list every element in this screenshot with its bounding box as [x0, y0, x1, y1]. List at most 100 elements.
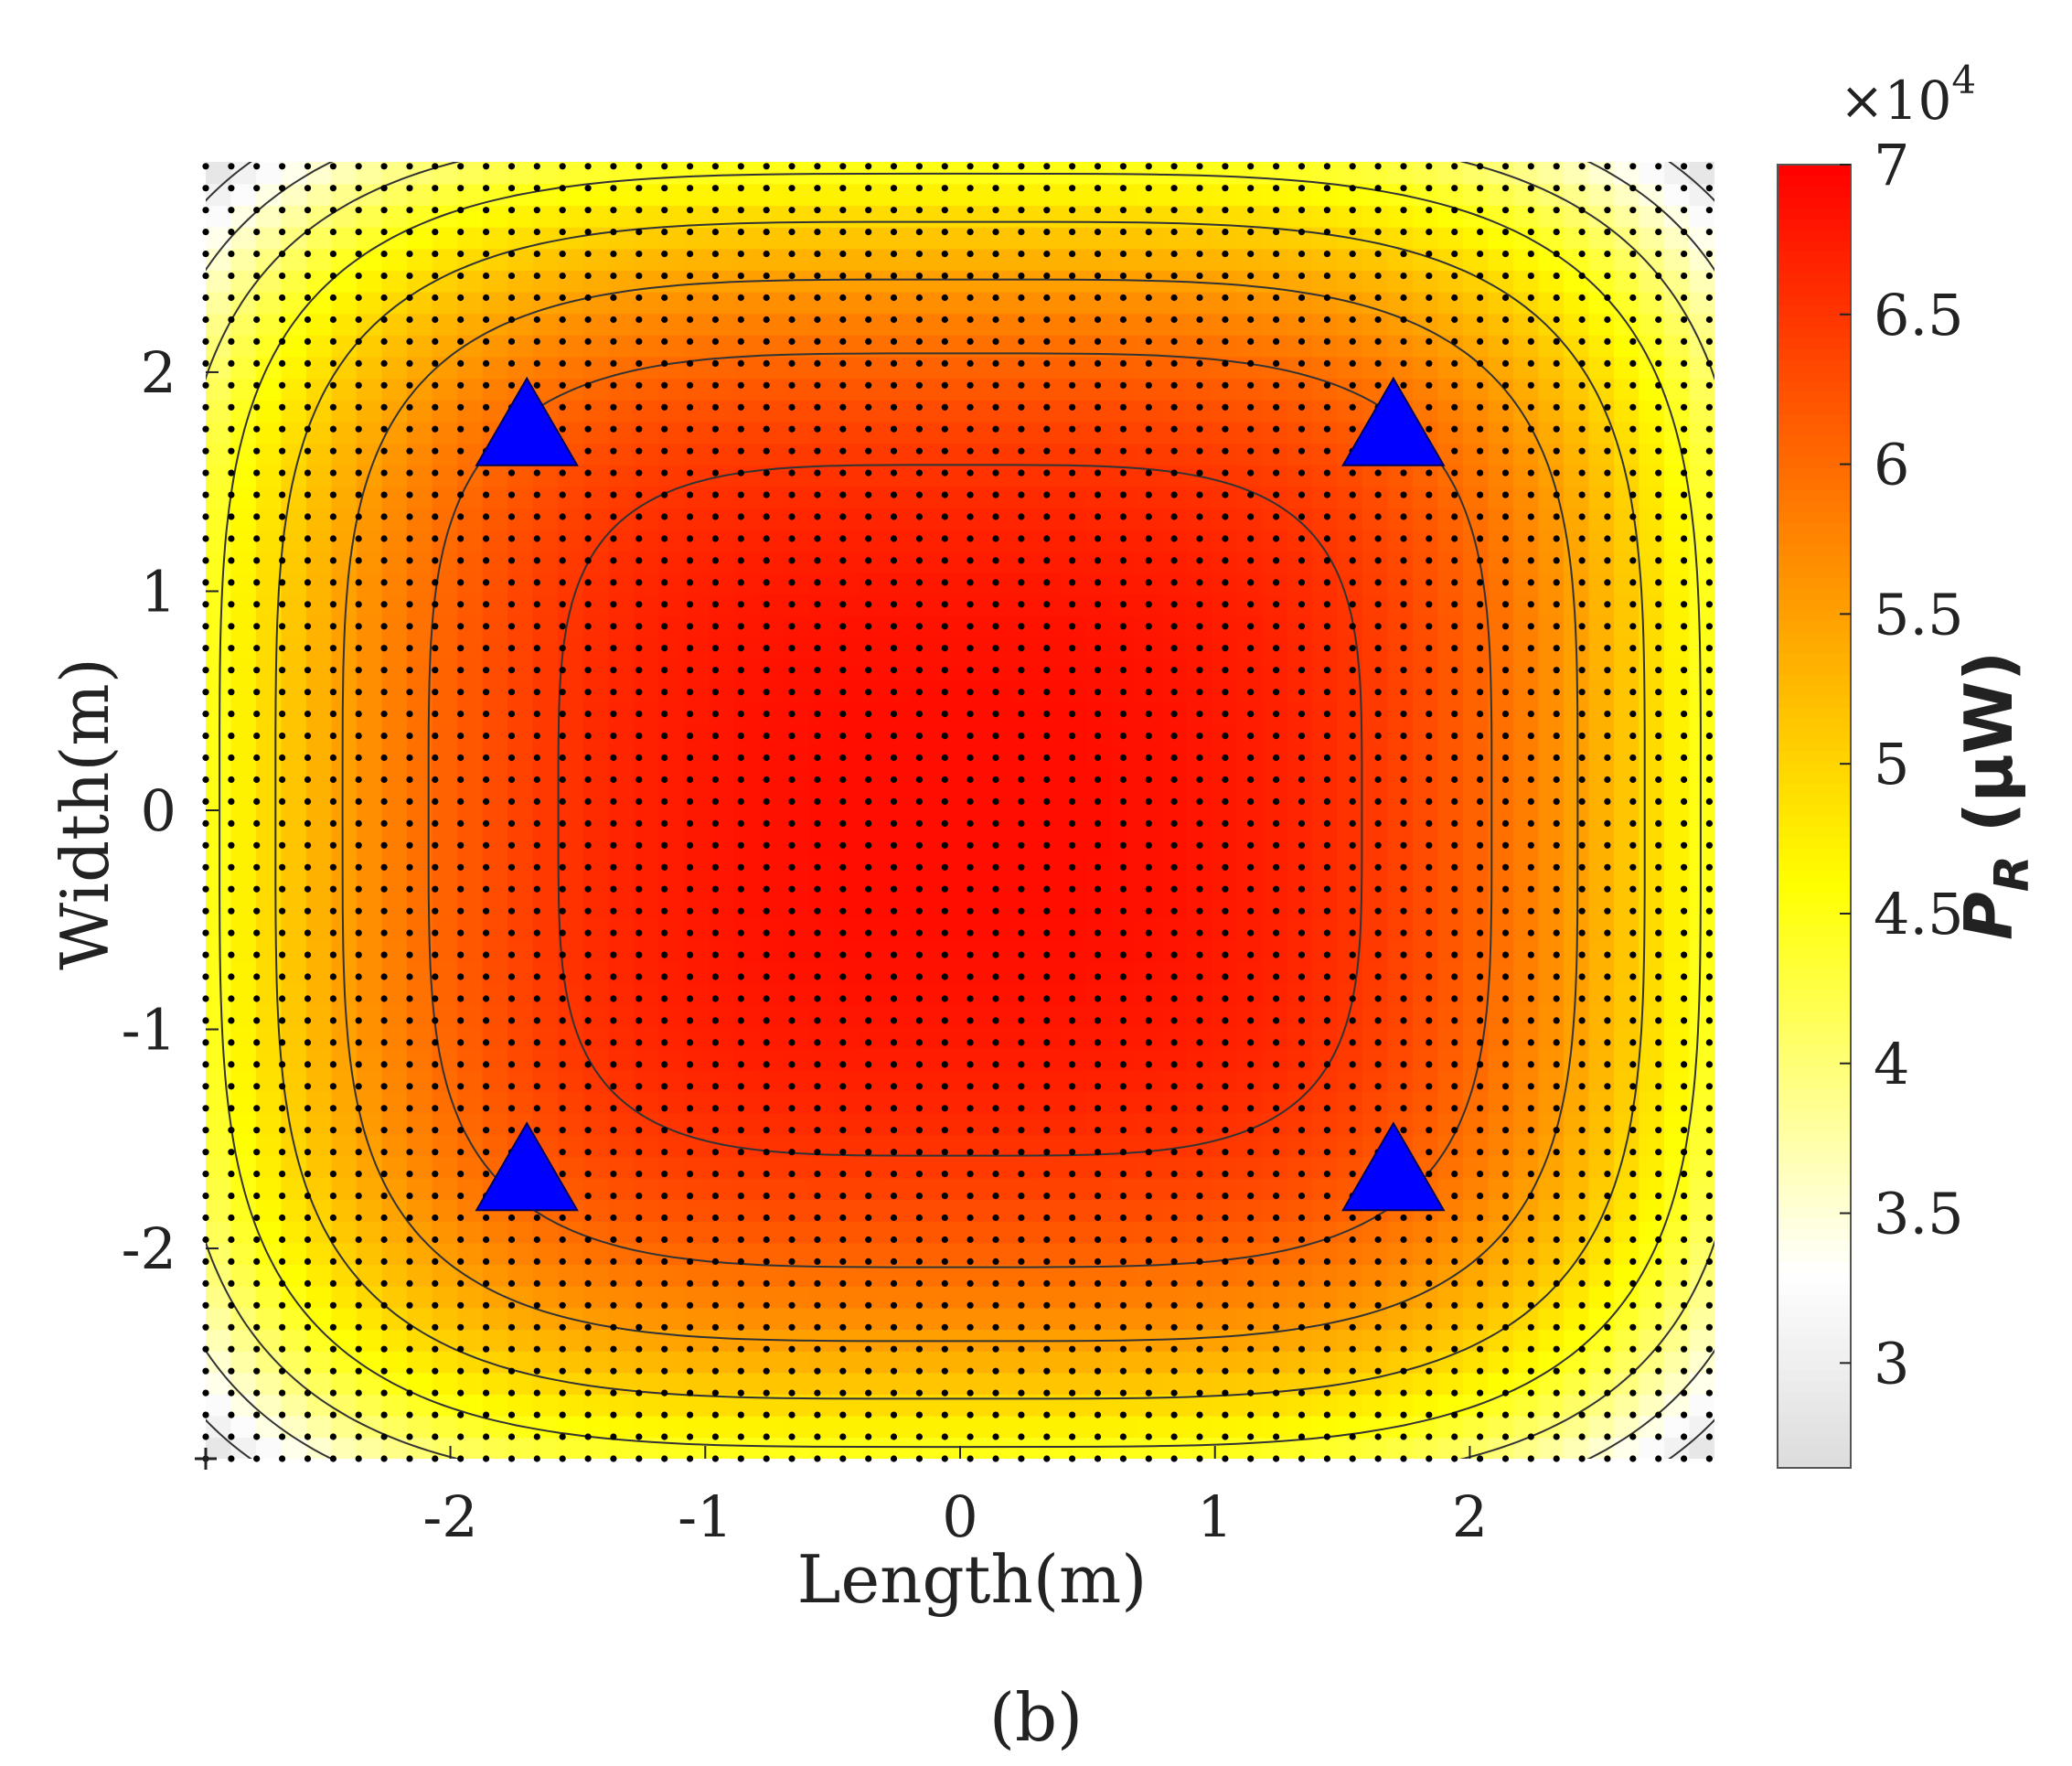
grid-dot: [559, 1083, 566, 1090]
grid-dot: [228, 733, 235, 740]
grid-dot: [432, 1367, 439, 1375]
heat-cell: [306, 1350, 333, 1374]
heat-cell: [230, 1415, 257, 1439]
grid-dot: [355, 754, 362, 762]
heat-cell: [1538, 1285, 1565, 1309]
heat-cell: [1413, 766, 1439, 790]
heat-cell: [256, 637, 283, 660]
heat-cell: [1236, 961, 1263, 984]
grid-dot: [329, 885, 336, 893]
grid-dot: [584, 1389, 592, 1397]
heat-cell: [1413, 853, 1439, 876]
heat-cell: [1488, 1350, 1514, 1374]
grid-dot: [329, 1258, 336, 1265]
grid-dot: [533, 1258, 540, 1265]
heat-cell: [608, 939, 635, 963]
heat-cell: [860, 291, 886, 315]
heat-cell: [1010, 291, 1037, 315]
heat-cell: [1010, 443, 1037, 466]
heat-cell: [306, 378, 333, 401]
heat-cell: [281, 1047, 307, 1071]
grid-dot: [457, 1433, 465, 1440]
grid-dot: [380, 1236, 388, 1244]
heat-cell: [206, 551, 232, 573]
heat-cell: [709, 226, 735, 250]
heat-cell: [834, 637, 860, 660]
heat-cell: [1513, 378, 1540, 401]
heat-cell: [759, 874, 785, 898]
heat-cell: [357, 313, 383, 336]
grid-dot: [635, 841, 643, 849]
grid-dot: [304, 1236, 312, 1244]
grid-dot: [737, 776, 744, 784]
grid-dot: [483, 951, 490, 958]
grid-dot: [228, 776, 235, 784]
heat-cell: [1413, 680, 1439, 703]
grid-dot: [304, 337, 312, 345]
heat-cell: [633, 443, 659, 466]
grid-dot: [304, 185, 312, 192]
heat-cell: [1437, 205, 1464, 228]
heat-cell: [381, 443, 408, 466]
heat-cell: [759, 291, 785, 315]
heat-cell: [1689, 983, 1714, 1006]
heat-cell: [457, 961, 484, 984]
heat-cell: [784, 162, 810, 185]
heat-cell: [1186, 918, 1212, 941]
grid-dot: [483, 1017, 490, 1024]
heat-cell: [1362, 918, 1389, 941]
heat-cell: [1513, 1091, 1540, 1114]
heat-cell: [784, 1177, 810, 1201]
heat-cell: [206, 983, 232, 1006]
grid-dot: [380, 579, 388, 586]
grid-dot: [432, 207, 439, 214]
grid-dot: [380, 1258, 388, 1265]
grid-dot: [406, 1258, 413, 1265]
grid-dot: [584, 207, 592, 214]
grid-dot: [253, 1083, 261, 1090]
grid-dot: [432, 797, 439, 806]
heat-cell: [1538, 183, 1565, 207]
heat-cell: [834, 508, 860, 530]
grid-dot: [635, 1193, 643, 1200]
grid-dot: [483, 1039, 490, 1046]
grid-dot: [329, 689, 336, 696]
grid-dot: [457, 1389, 465, 1397]
grid-dot: [304, 1367, 312, 1375]
heat-cell: [281, 356, 307, 380]
grid-dot: [432, 1214, 439, 1222]
grid-dot: [432, 819, 439, 828]
grid-dot: [584, 907, 592, 915]
heat-cell: [910, 1177, 936, 1201]
heat-cell: [507, 983, 534, 1006]
heat-cell: [256, 399, 283, 423]
heat-cell: [532, 939, 559, 963]
heat-cell: [733, 399, 760, 423]
grid-dot: [355, 207, 362, 214]
grid-dot: [329, 1017, 336, 1024]
heat-cell: [357, 356, 383, 380]
grid-dot: [635, 1061, 643, 1068]
grid-dot: [711, 1193, 720, 1200]
heat-cell: [1413, 1091, 1439, 1114]
grid-dot: [559, 1411, 566, 1418]
grid-dot: [380, 1214, 388, 1222]
heat-cell: [960, 1112, 987, 1136]
heat-cell: [884, 1156, 911, 1179]
grid-dot: [483, 776, 490, 784]
heat-cell: [759, 1221, 785, 1244]
heat-cell: [733, 1069, 760, 1093]
grid-dot: [432, 337, 439, 345]
heat-cell: [834, 594, 860, 617]
grid-dot: [380, 1389, 388, 1397]
heat-cell: [1564, 1329, 1590, 1352]
heat-cell: [1538, 810, 1565, 833]
heat-cell: [1287, 378, 1313, 401]
heat-cell: [1513, 356, 1540, 380]
grid-dot: [279, 337, 286, 345]
grid-dot: [380, 689, 388, 696]
grid-dot: [432, 447, 439, 455]
grid-dot: [355, 841, 362, 849]
grid-dot: [253, 579, 261, 586]
grid-dot: [355, 1061, 362, 1068]
